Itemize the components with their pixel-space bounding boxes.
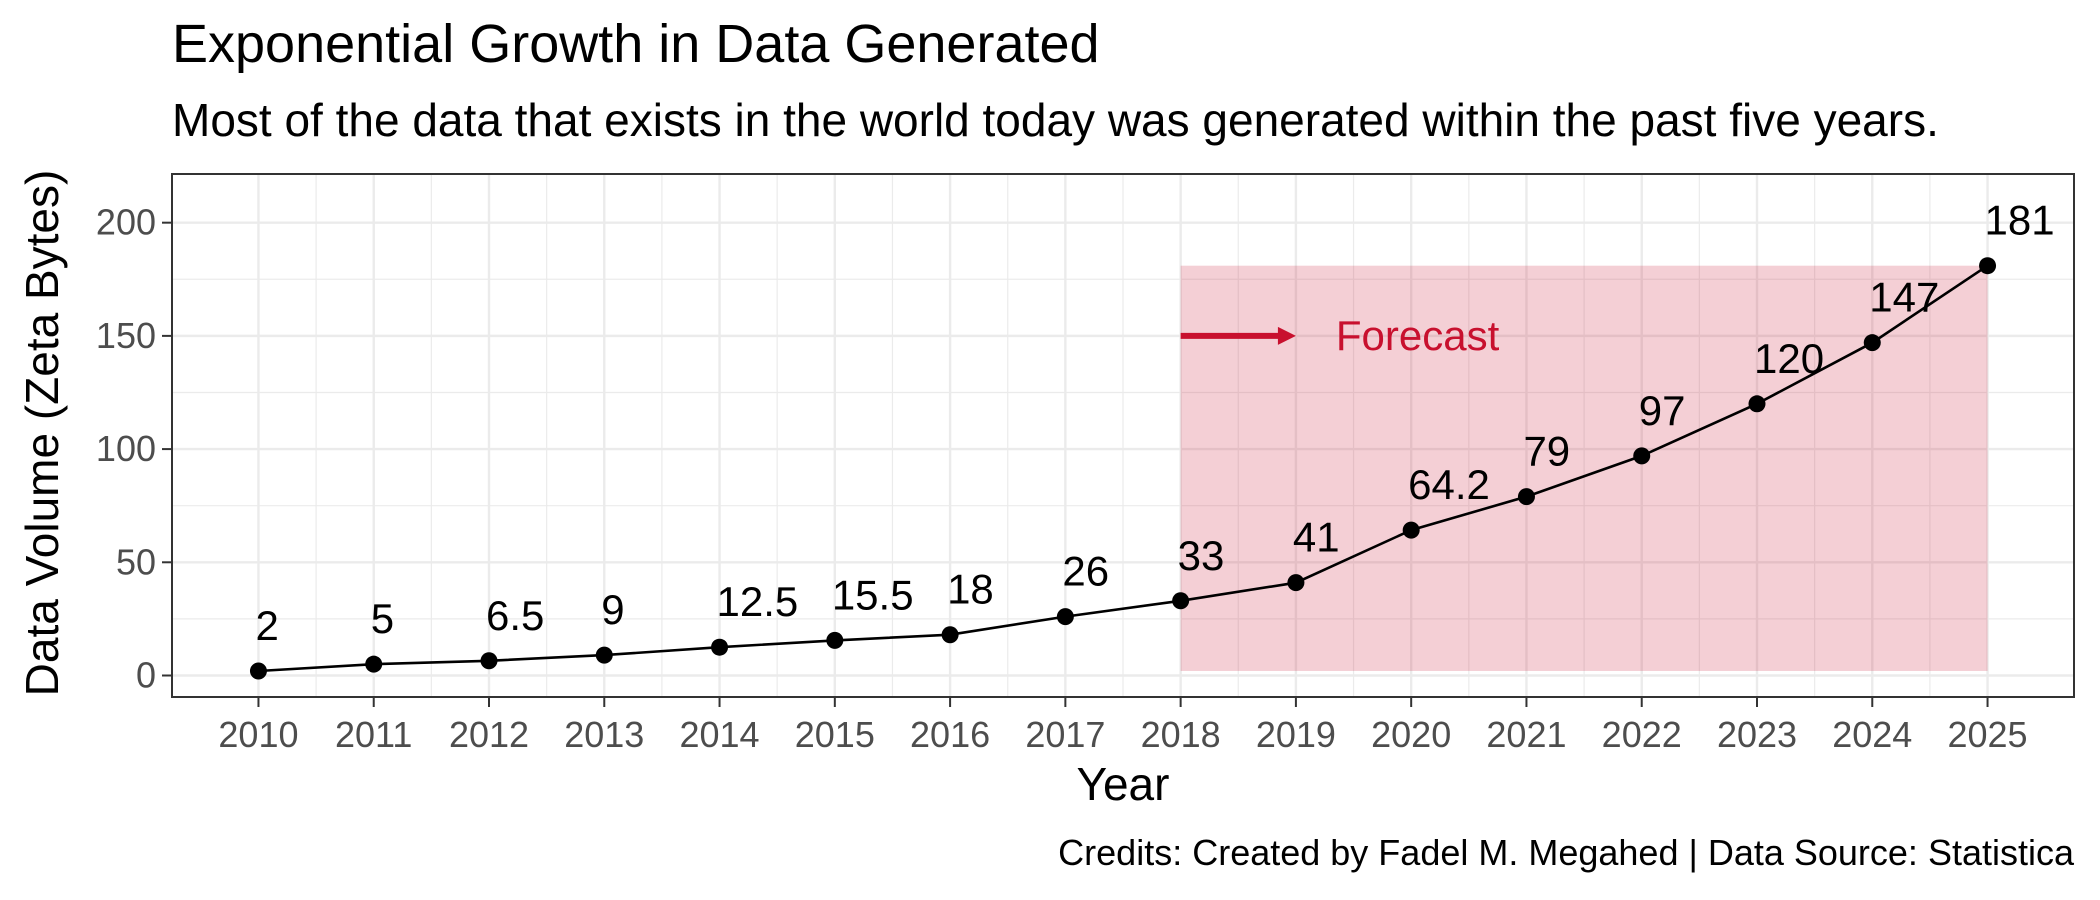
y-tick-label: 0 <box>136 654 156 695</box>
x-tick-label: 2010 <box>218 714 298 755</box>
y-tick-label: 100 <box>96 428 156 469</box>
chart-subtitle: Most of the data that exists in the worl… <box>172 94 1939 146</box>
y-axis-title: Data Volume (Zeta Bytes) <box>16 170 68 697</box>
x-tick-label: 2020 <box>1371 714 1451 755</box>
data-label: 15.5 <box>832 571 914 618</box>
y-tick-label: 150 <box>96 315 156 356</box>
x-tick-label: 2011 <box>335 714 412 755</box>
forecast-arrow-head <box>1277 326 1296 345</box>
x-tick-label: 2022 <box>1602 714 1682 755</box>
chart-caption: Credits: Created by Fadel M. Megahed | D… <box>1058 832 2075 873</box>
data-label: 120 <box>1754 335 1824 382</box>
x-tick-label: 2021 <box>1486 714 1566 755</box>
data-label: 97 <box>1639 387 1686 434</box>
y-tick-label: 50 <box>116 541 156 582</box>
data-label: 9 <box>601 586 624 633</box>
data-point <box>1979 257 1997 275</box>
data-point <box>1287 574 1305 592</box>
x-tick-label: 2019 <box>1256 714 1336 755</box>
x-tick-label: 2014 <box>679 714 759 755</box>
data-point <box>595 646 613 664</box>
x-tick-label: 2018 <box>1141 714 1221 755</box>
data-labels: 2 5 6.5 9 12.5 15.5 18 26 33 41 64.2 79 97 120 147 181 <box>255 197 2054 649</box>
x-tick-label: 2023 <box>1717 714 1797 755</box>
x-tick-label: 2016 <box>910 714 990 755</box>
data-point <box>1517 488 1535 506</box>
data-label: 2 <box>255 602 278 649</box>
data-label: 41 <box>1293 514 1340 561</box>
plot-panel-border <box>171 173 2075 698</box>
x-tick-label: 2025 <box>1947 714 2027 755</box>
series-line <box>258 264 1989 673</box>
y-axis: 0 50 100 150 200 <box>96 202 172 695</box>
data-point <box>1748 395 1766 413</box>
data-label: 181 <box>1985 197 2055 244</box>
x-axis: 2010 2011 2012 2013 2014 2015 2016 2017 2018 2019… <box>218 697 2028 755</box>
major-gridlines <box>172 174 2074 697</box>
data-point <box>711 638 729 656</box>
forecast-label: Forecast <box>1336 312 1500 359</box>
data-point <box>1172 592 1190 610</box>
x-tick-label: 2013 <box>564 714 644 755</box>
data-point <box>249 662 267 680</box>
data-label: 33 <box>1178 532 1225 579</box>
x-tick-label: 2017 <box>1025 714 1105 755</box>
forecast-layer <box>1180 265 1988 671</box>
data-point <box>1633 447 1651 465</box>
forecast-region <box>1180 265 1988 671</box>
y-tick-label: 200 <box>96 202 156 243</box>
x-axis-title: Year <box>1077 758 1170 810</box>
data-label: 18 <box>947 566 994 613</box>
data-label: 26 <box>1062 548 1109 595</box>
series-layer <box>249 257 1997 680</box>
data-label: 79 <box>1523 428 1570 475</box>
data-label: 5 <box>371 595 394 642</box>
forecast-annotation: Forecast <box>1180 312 1500 359</box>
data-label: 64.2 <box>1408 461 1490 508</box>
data-label: 12.5 <box>717 578 799 625</box>
x-tick-label: 2012 <box>449 714 529 755</box>
data-label: 6.5 <box>486 592 544 639</box>
x-tick-label: 2024 <box>1832 714 1912 755</box>
data-point <box>941 626 959 644</box>
x-tick-label: 2015 <box>795 714 875 755</box>
data-point <box>1863 334 1881 352</box>
data-point <box>826 631 844 649</box>
data-point <box>1402 521 1420 539</box>
data-point <box>1056 608 1074 626</box>
data-point <box>365 655 383 673</box>
data-label: 147 <box>1869 274 1939 321</box>
chart-title: Exponential Growth in Data Generated <box>172 14 1100 74</box>
data-point <box>480 652 498 670</box>
